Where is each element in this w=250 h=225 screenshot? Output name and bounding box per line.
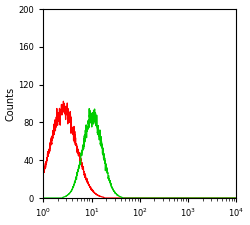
Y-axis label: Counts: Counts <box>6 86 16 121</box>
